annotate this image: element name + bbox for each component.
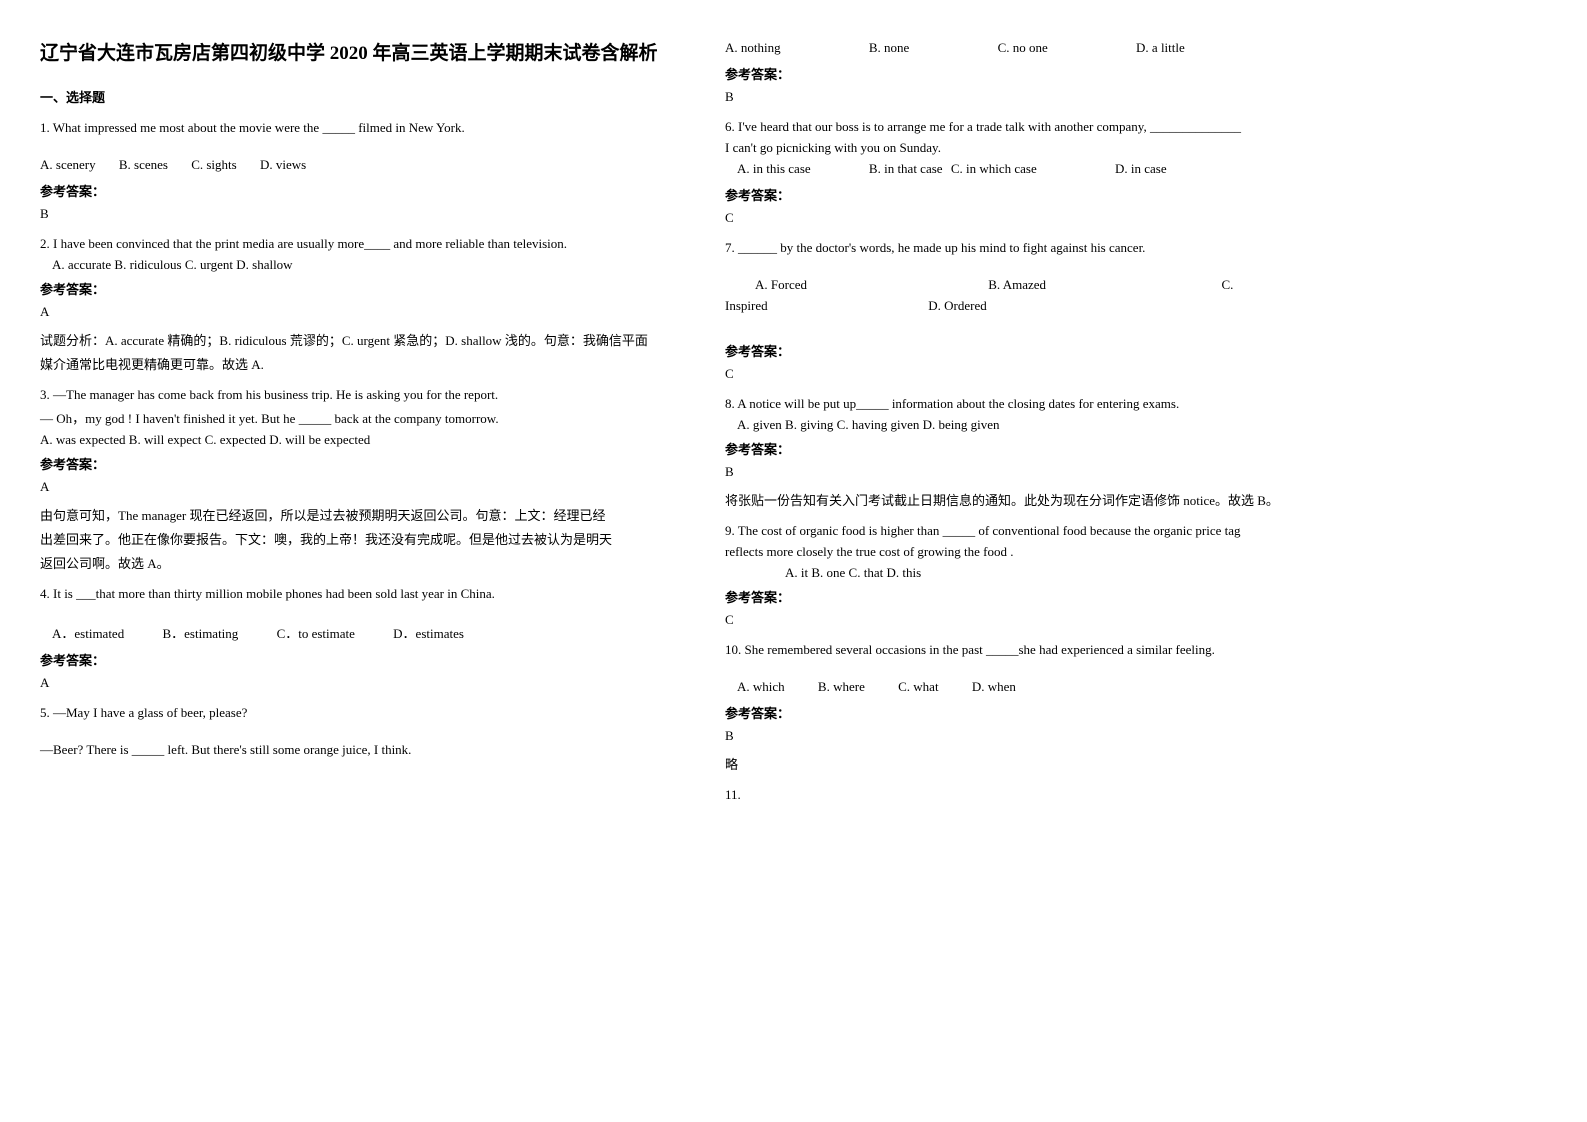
q6-line2: I can't go picnicking with you on Sunday… bbox=[725, 140, 1365, 156]
q10-text: 10. She remembered several occasions in … bbox=[725, 642, 1365, 658]
q4-optD: D．estimates bbox=[393, 623, 464, 642]
document-title: 辽宁省大连市瓦房店第四初级中学 2020 年高三英语上学期期末试卷含解析 bbox=[40, 40, 680, 69]
q6-answer: C bbox=[725, 210, 1365, 226]
q1-optC: C. sights bbox=[191, 157, 237, 173]
q2-answer-label: 参考答案： bbox=[40, 279, 680, 298]
q9-line1: 9. The cost of organic food is higher th… bbox=[725, 523, 1365, 539]
q4-optC: C．to estimate bbox=[277, 623, 355, 642]
q5-answer: B bbox=[725, 89, 1365, 105]
q1-answer-label: 参考答案： bbox=[40, 181, 680, 200]
question-2: 2. I have been convinced that the print … bbox=[40, 236, 680, 373]
q4-optB: B．estimating bbox=[162, 623, 238, 642]
q4-text: 4. It is ___that more than thirty millio… bbox=[40, 586, 680, 602]
q7-optB: B. Amazed bbox=[988, 277, 1218, 293]
q3-answer: A bbox=[40, 479, 680, 495]
q2-options: A. accurate B. ridiculous C. urgent D. s… bbox=[40, 257, 680, 273]
question-4: 4. It is ___that more than thirty millio… bbox=[40, 586, 680, 691]
q7-line2a: Inspired bbox=[725, 298, 925, 314]
q2-text: 2. I have been convinced that the print … bbox=[40, 236, 680, 252]
q5-optB: B. none bbox=[869, 40, 909, 56]
q4-answer-label: 参考答案： bbox=[40, 650, 680, 669]
q4-options: A．estimated B．estimating C．to estimate D… bbox=[40, 623, 680, 642]
q5-line2: —Beer? There is _____ left. But there's … bbox=[40, 742, 680, 758]
q1-optA: A. scenery bbox=[40, 157, 96, 173]
question-11: 11. bbox=[725, 787, 1365, 803]
q8-expl: 将张贴一份告知有关入门考试截止日期信息的通知。此处为现在分词作定语修饰 noti… bbox=[725, 490, 1365, 509]
question-3: 3. —The manager has come back from his b… bbox=[40, 387, 680, 572]
q9-answer-label: 参考答案： bbox=[725, 587, 1365, 606]
q7-answer: C bbox=[725, 366, 1365, 382]
q5-answer-label: 参考答案： bbox=[725, 64, 1365, 83]
q3-answer-label: 参考答案： bbox=[40, 454, 680, 473]
right-column: A. nothing B. none C. no one D. a little… bbox=[725, 40, 1365, 817]
q8-options: A. given B. giving C. having given D. be… bbox=[725, 417, 1365, 433]
q9-answer: C bbox=[725, 612, 1365, 628]
q1-optD: D. views bbox=[260, 157, 306, 173]
question-8: 8. A notice will be put up_____ informat… bbox=[725, 396, 1365, 509]
q5-options: A. nothing B. none C. no one D. a little bbox=[725, 40, 1365, 56]
q10-optC: C. what bbox=[898, 679, 938, 695]
q6-answer-label: 参考答案： bbox=[725, 185, 1365, 204]
question-6: 6. I've heard that our boss is to arrang… bbox=[725, 119, 1365, 226]
q7-line2b: D. Ordered bbox=[928, 298, 986, 314]
question-5-cont: A. nothing B. none C. no one D. a little… bbox=[725, 40, 1365, 105]
q1-text: 1. What impressed me most about the movi… bbox=[40, 120, 680, 136]
q10-optB: B. where bbox=[818, 679, 865, 695]
question-9: 9. The cost of organic food is higher th… bbox=[725, 523, 1365, 628]
q10-optD: D. when bbox=[972, 679, 1016, 695]
q8-answer: B bbox=[725, 464, 1365, 480]
q7-options-row2: Inspired D. Ordered bbox=[725, 298, 1365, 314]
q3-line1: 3. —The manager has come back from his b… bbox=[40, 387, 680, 403]
q5-optC: C. no one bbox=[998, 40, 1048, 56]
q6-optC: C. in which case bbox=[951, 161, 1037, 177]
q7-text: 7. ______ by the doctor's words, he made… bbox=[725, 240, 1365, 256]
question-5: 5. —May I have a glass of beer, please? … bbox=[40, 705, 680, 758]
q10-answer: B bbox=[725, 728, 1365, 744]
q7-answer-label: 参考答案： bbox=[725, 341, 1365, 360]
q3-line3: A. was expected B. will expect C. expect… bbox=[40, 432, 680, 448]
question-10: 10. She remembered several occasions in … bbox=[725, 642, 1365, 773]
q6-optD: D. in case bbox=[1115, 161, 1167, 177]
q8-answer-label: 参考答案： bbox=[725, 439, 1365, 458]
q7-optA: A. Forced bbox=[755, 277, 985, 293]
q10-after: 略 bbox=[725, 754, 1365, 773]
question-1: 1. What impressed me most about the movi… bbox=[40, 120, 680, 222]
q6-line1: 6. I've heard that our boss is to arrang… bbox=[725, 119, 1365, 135]
q2-expl2: 媒介通常比电视更精确更可靠。故选 A. bbox=[40, 354, 680, 373]
page-container: 辽宁省大连市瓦房店第四初级中学 2020 年高三英语上学期期末试卷含解析 一、选… bbox=[40, 40, 1547, 817]
question-7: 7. ______ by the doctor's words, he made… bbox=[725, 240, 1365, 382]
q3-line2: — Oh，my god ! I haven't finished it yet.… bbox=[40, 408, 680, 427]
q4-optA: A．estimated bbox=[52, 623, 124, 642]
q6-optA: A. in this case bbox=[737, 161, 811, 177]
section-heading: 一、选择题 bbox=[40, 87, 680, 106]
q3-expl2: 出差回来了。他正在像你要报告。下文：噢，我的上帝！我还没有完成呢。但是他过去被认… bbox=[40, 529, 680, 548]
q10-options: A. which B. where C. what D. when bbox=[725, 679, 1365, 695]
q1-options: A. scenery B. scenes C. sights D. views bbox=[40, 157, 680, 173]
q8-text: 8. A notice will be put up_____ informat… bbox=[725, 396, 1365, 412]
left-column: 辽宁省大连市瓦房店第四初级中学 2020 年高三英语上学期期末试卷含解析 一、选… bbox=[40, 40, 680, 817]
q11-text: 11. bbox=[725, 787, 1365, 803]
q3-expl3: 返回公司啊。故选 A。 bbox=[40, 553, 680, 572]
q4-answer: A bbox=[40, 675, 680, 691]
q6-optB: B. in that case bbox=[869, 161, 943, 177]
q7-optC: C. bbox=[1222, 277, 1234, 293]
q2-expl1: 试题分析：A. accurate 精确的；B. ridiculous 荒谬的；C… bbox=[40, 330, 680, 349]
q1-answer: B bbox=[40, 206, 680, 222]
q1-optB: B. scenes bbox=[119, 157, 168, 173]
q5-optD: D. a little bbox=[1136, 40, 1185, 56]
q10-answer-label: 参考答案： bbox=[725, 703, 1365, 722]
q7-options-row1: A. Forced B. Amazed C. bbox=[725, 277, 1365, 293]
q9-line2: reflects more closely the true cost of g… bbox=[725, 544, 1365, 560]
q5-optA: A. nothing bbox=[725, 40, 781, 56]
q5-line1: 5. —May I have a glass of beer, please? bbox=[40, 705, 680, 721]
q2-answer: A bbox=[40, 304, 680, 320]
q9-options: A. it B. one C. that D. this bbox=[725, 565, 1365, 581]
q3-expl1: 由句意可知，The manager 现在已经返回，所以是过去被预期明天返回公司。… bbox=[40, 505, 680, 524]
q6-options: A. in this case B. in that case C. in wh… bbox=[725, 161, 1365, 177]
q10-optA: A. which bbox=[737, 679, 785, 695]
